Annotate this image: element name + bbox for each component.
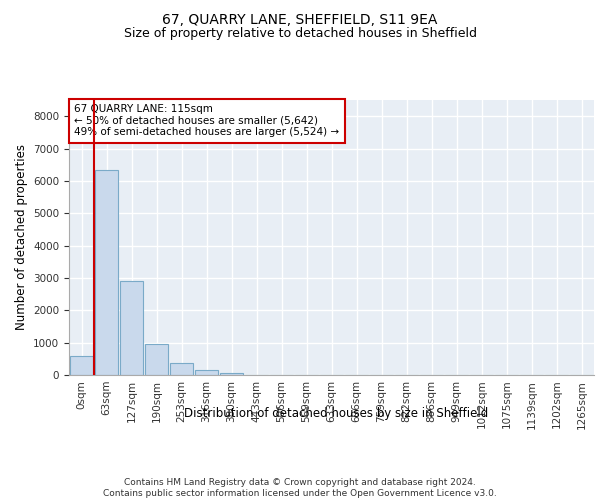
Text: Contains HM Land Registry data © Crown copyright and database right 2024.
Contai: Contains HM Land Registry data © Crown c… <box>103 478 497 498</box>
Text: 67, QUARRY LANE, SHEFFIELD, S11 9EA: 67, QUARRY LANE, SHEFFIELD, S11 9EA <box>163 12 437 26</box>
Text: Distribution of detached houses by size in Sheffield: Distribution of detached houses by size … <box>184 408 488 420</box>
Bar <box>220 372 244 375</box>
Y-axis label: Number of detached properties: Number of detached properties <box>14 144 28 330</box>
Text: Size of property relative to detached houses in Sheffield: Size of property relative to detached ho… <box>124 28 476 40</box>
Bar <box>70 356 94 375</box>
Bar <box>145 344 169 375</box>
Bar <box>95 170 118 375</box>
Bar <box>194 370 218 375</box>
Bar <box>119 281 143 375</box>
Text: 67 QUARRY LANE: 115sqm
← 50% of detached houses are smaller (5,642)
49% of semi-: 67 QUARRY LANE: 115sqm ← 50% of detached… <box>74 104 340 138</box>
Bar <box>170 363 193 375</box>
